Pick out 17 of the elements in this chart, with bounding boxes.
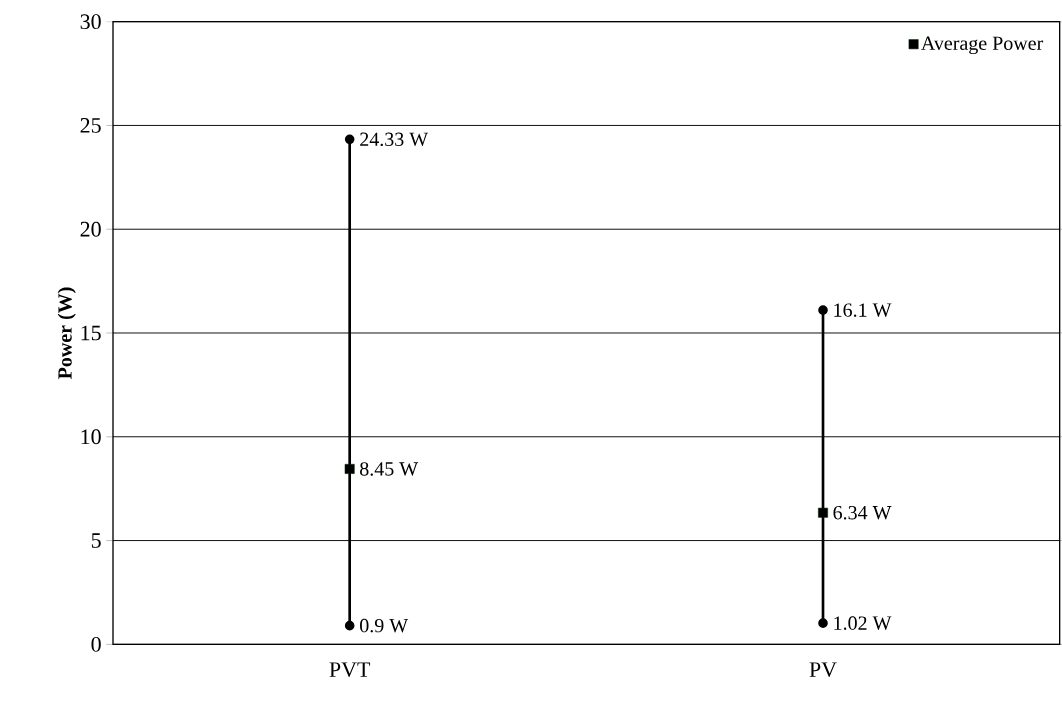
y-tick-label: 30 xyxy=(80,14,101,30)
data-label: 8.45 W xyxy=(360,462,419,476)
y-tick-label: 15 xyxy=(81,325,101,341)
y-tick-label: 10 xyxy=(81,429,101,445)
legend-label: Average Power xyxy=(921,36,1044,55)
x-tick-label: PVT xyxy=(329,662,371,678)
y-tick-label: 5 xyxy=(91,533,101,548)
data-label: 6.34 W xyxy=(833,505,892,520)
annotation: 0.9 W xyxy=(360,618,409,633)
y-tick-label: 0 xyxy=(91,636,101,652)
y-axis-title: Power (W) xyxy=(57,287,76,380)
annotation: 1.02 W xyxy=(834,616,892,630)
annotation: 24.33 W xyxy=(360,132,429,147)
x-tick-label: PV xyxy=(809,662,837,678)
y-tick-label: 25 xyxy=(80,118,101,133)
annotation: 16.1 W xyxy=(834,303,892,317)
y-tick-label: 20 xyxy=(80,221,101,237)
